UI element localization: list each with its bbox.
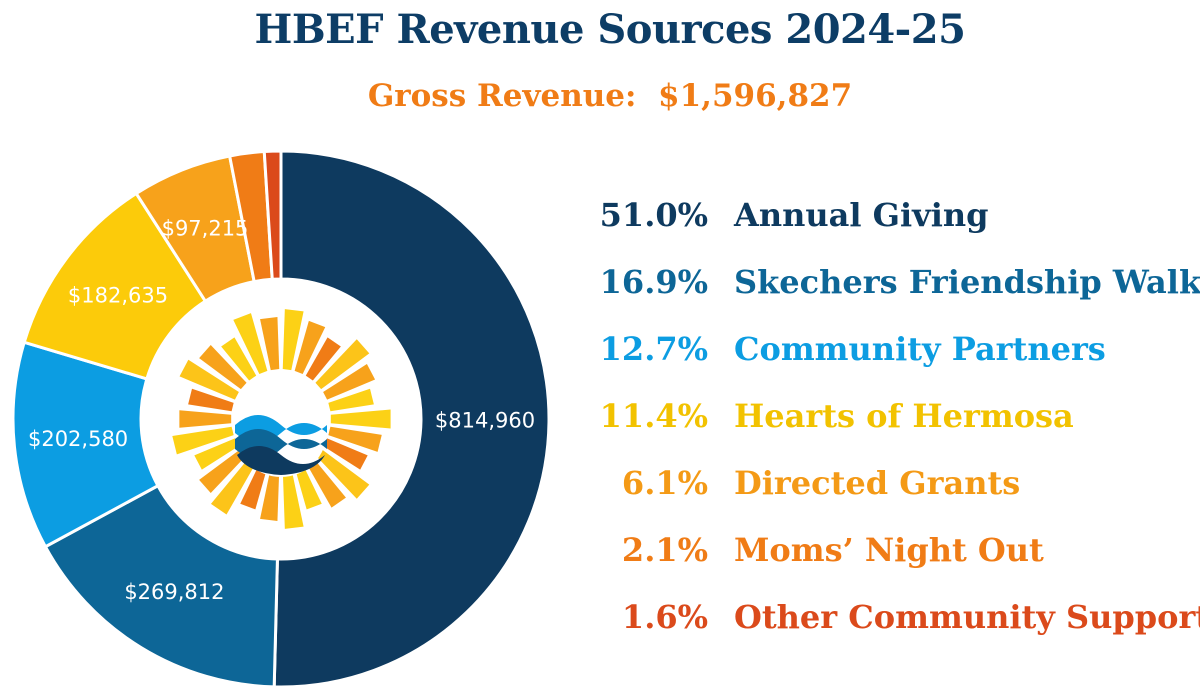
chart-title: HBEF Revenue Sources 2024-25	[254, 6, 966, 53]
legend-label: Annual Giving	[734, 196, 989, 234]
donut-slices	[11, 149, 551, 689]
legend-percent: 1.6%	[621, 598, 708, 636]
legend-label: Other Community Support	[734, 598, 1200, 636]
legend-percent: 16.9%	[599, 263, 708, 301]
logo-wave-3	[237, 446, 325, 475]
legend-percent: 2.1%	[621, 531, 708, 569]
legend-label: Skechers Friendship Walk	[734, 263, 1200, 301]
slice-value-label: $182,635	[68, 283, 168, 307]
slice-value-label: $202,580	[28, 427, 128, 451]
legend-item: 6.1% Directed Grants	[600, 464, 1200, 520]
slice-skechers-friendship-walk	[43, 483, 279, 689]
slice-other-community-support	[262, 149, 283, 281]
slice-value-label: $269,812	[124, 580, 224, 604]
legend-item: 51.0% Annual Giving	[600, 196, 1200, 252]
slice-value-label: $814,960	[435, 409, 535, 433]
legend-item: 16.9% Skechers Friendship Walk	[600, 263, 1200, 319]
legend-item: 11.4% Hearts of Hermosa	[600, 397, 1200, 453]
logo-sun-rays	[172, 309, 391, 529]
legend-percent: 12.7%	[599, 330, 708, 368]
slice-value-label: $97,215	[162, 217, 249, 241]
legend-label: Moms’ Night Out	[734, 531, 1044, 569]
legend-item: 1.6% Other Community Support	[600, 598, 1200, 654]
legend-label: Directed Grants	[734, 464, 1021, 502]
slice-value-labels: $814,960 $269,812 $202,580 $182,635 $97,215	[28, 217, 535, 604]
chart-subtitle: Gross Revenue: $1,596,827	[367, 78, 853, 114]
legend-item: 12.7% Community Partners	[600, 330, 1200, 386]
legend-percent: 51.0%	[599, 196, 708, 234]
legend-label: Hearts of Hermosa	[734, 397, 1074, 435]
legend-percent: 6.1%	[621, 464, 708, 502]
legend-item: 2.1% Moms’ Night Out	[600, 531, 1200, 587]
legend-percent: 11.4%	[599, 397, 708, 435]
hbef-logo	[172, 309, 391, 529]
legend-label: Community Partners	[734, 330, 1106, 368]
slice-annual-giving	[272, 149, 551, 689]
